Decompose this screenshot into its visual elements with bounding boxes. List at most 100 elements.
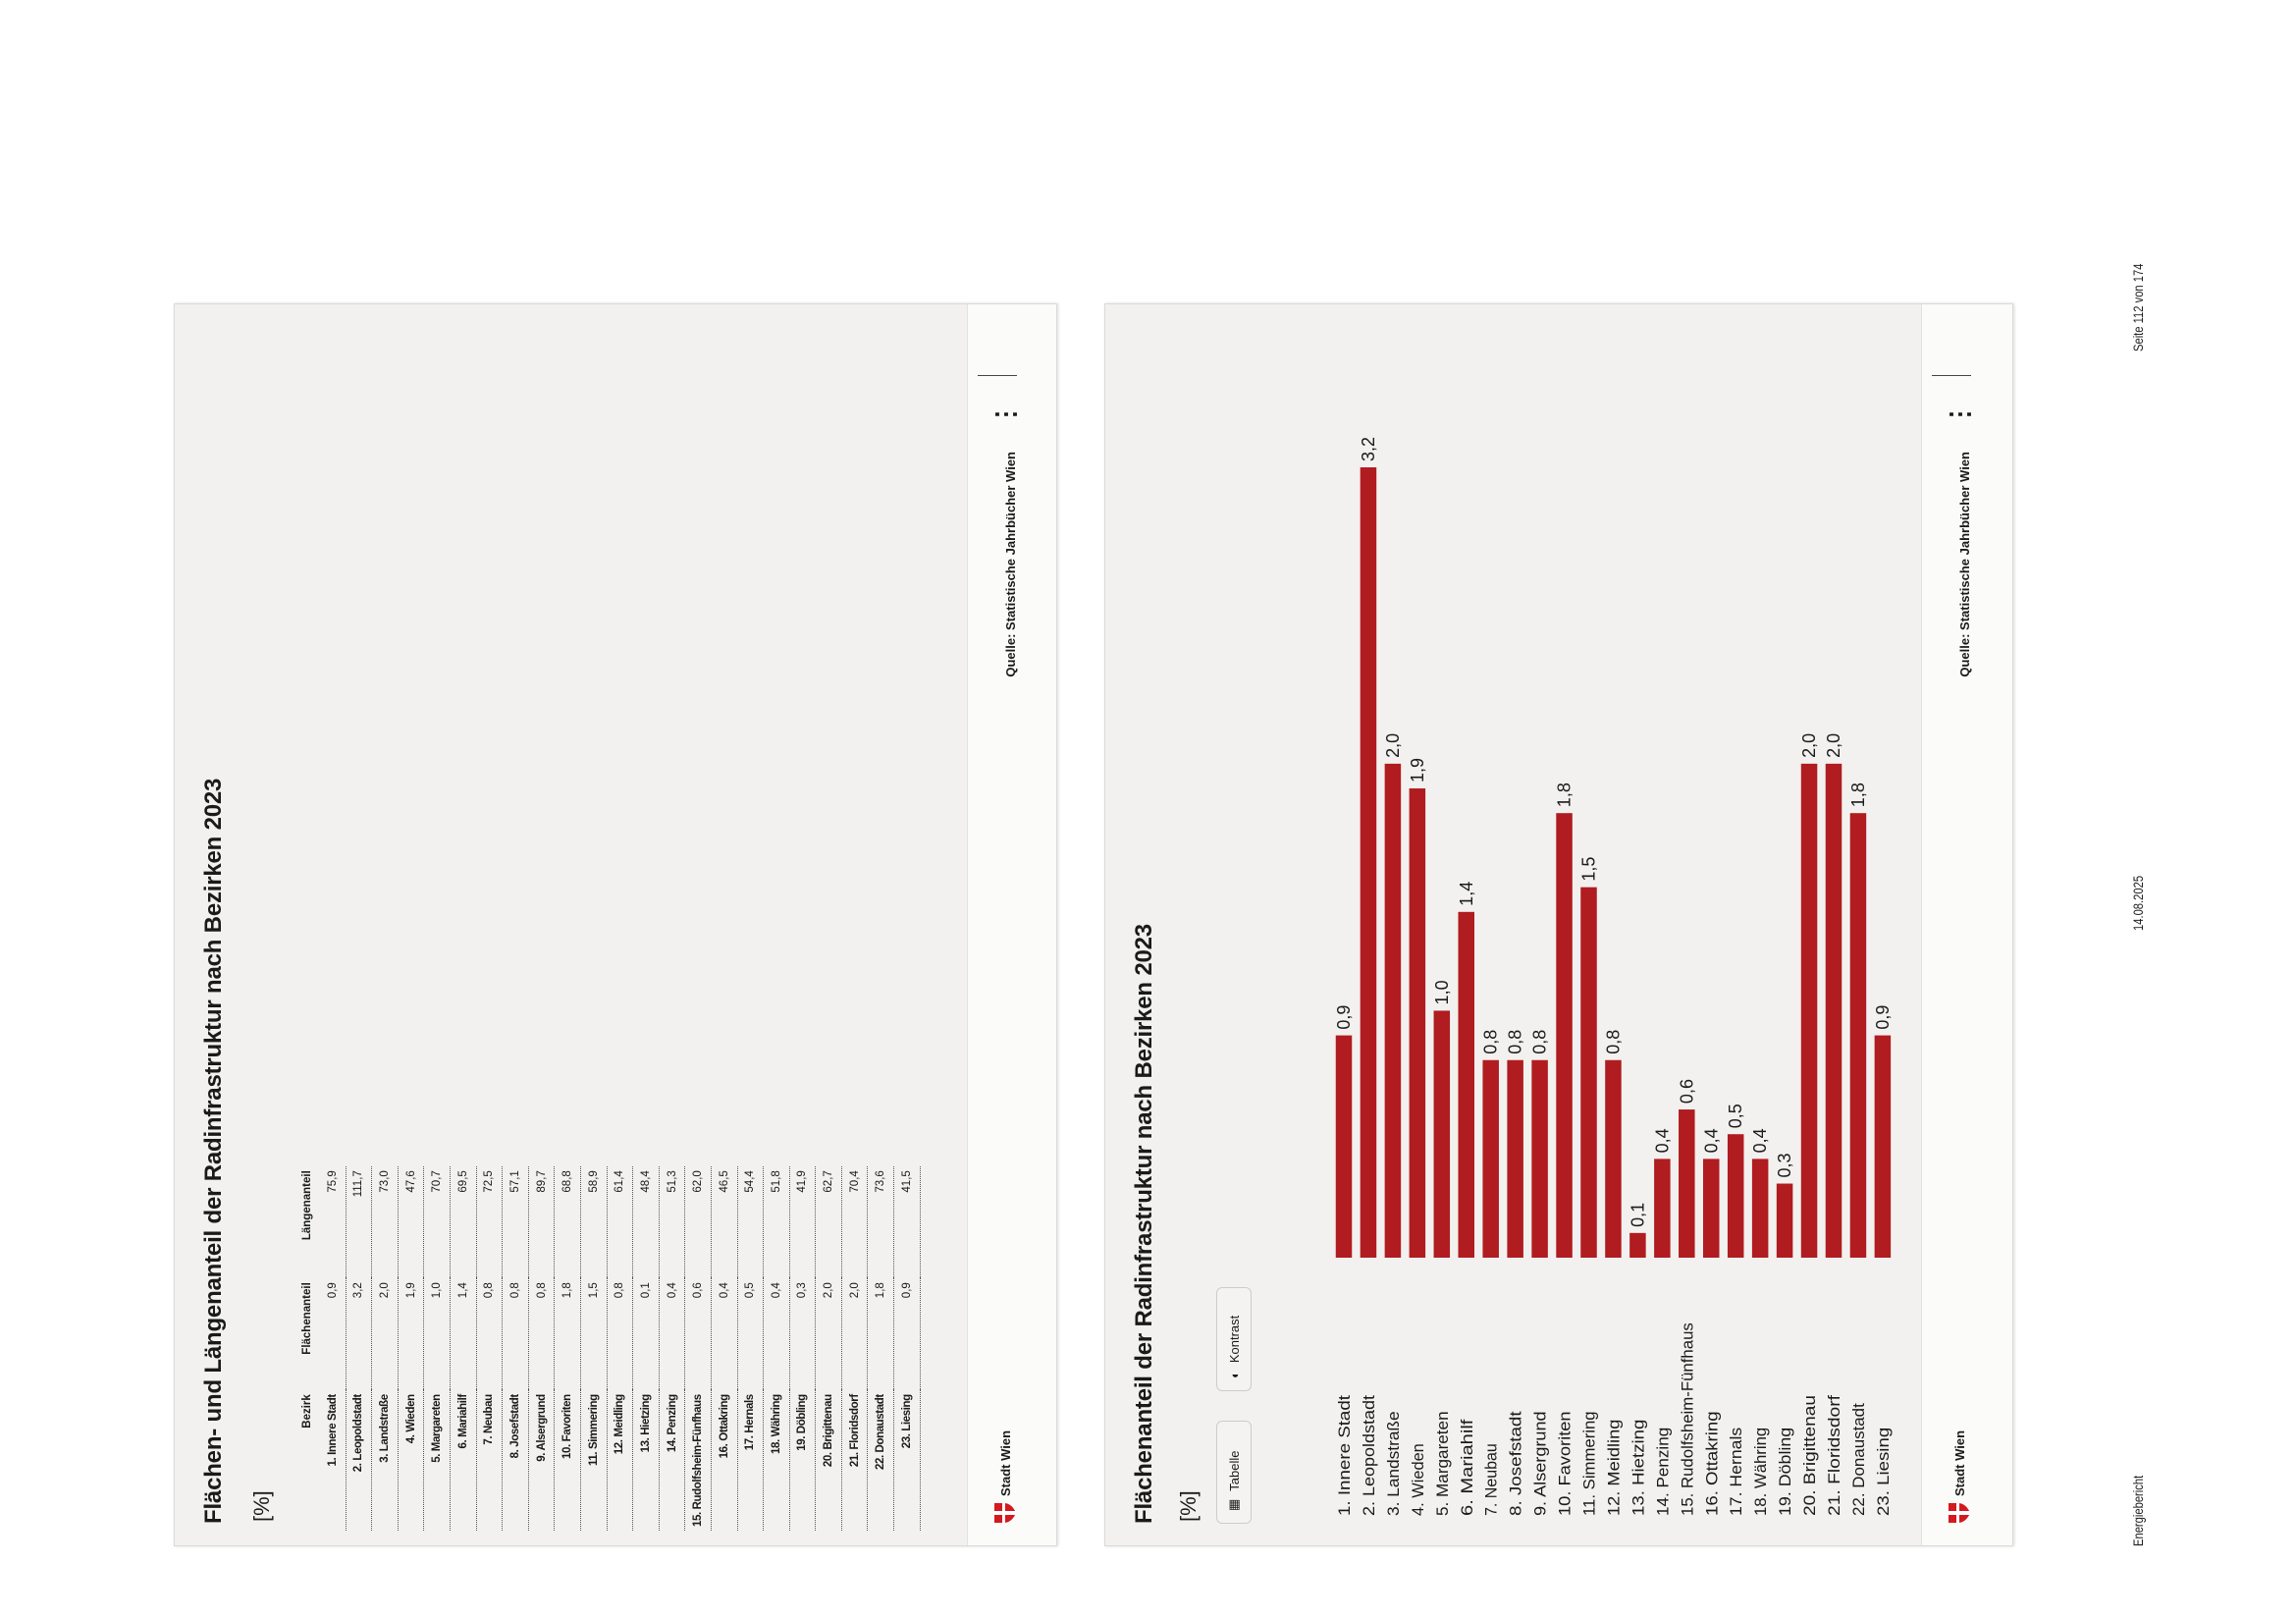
length-share-cell: 73,0 [371, 1166, 399, 1279]
district-table: Bezirk Flächenanteil Längenanteil 1. Inn… [294, 1166, 921, 1531]
bar[interactable] [1751, 1159, 1769, 1258]
table-title: Flächen- und Längenanteil der Radinfrast… [200, 778, 227, 1524]
category-label: 5. Margareten [1433, 1411, 1452, 1516]
length-share-cell: 73,6 [867, 1166, 894, 1279]
table-row: 22. Donaustadt 1,8 73,6 [867, 1166, 894, 1531]
category-label: 12. Meidling [1604, 1420, 1623, 1516]
bar[interactable] [1335, 1035, 1353, 1258]
bar[interactable] [1727, 1134, 1744, 1258]
bar[interactable] [1776, 1183, 1793, 1258]
district-cell: 4. Wieden [398, 1390, 424, 1531]
district-cell: 22. Donaustadt [867, 1390, 894, 1531]
data-label: 0,6 [1677, 1079, 1696, 1104]
length-share-cell: 41,9 [789, 1166, 816, 1279]
data-label: 0,9 [1873, 1005, 1893, 1030]
panel-footer: Stadt Wien Quelle: Statistische Jahrbüch… [1921, 304, 2012, 1545]
district-cell: 9. Alsergrund [528, 1390, 555, 1531]
source-text: Quelle: Statistische Jahrbücher Wien [1957, 452, 1972, 677]
bar[interactable] [1409, 788, 1426, 1258]
data-label: 0,4 [1750, 1128, 1770, 1153]
table-row: 14. Penzing 0,4 51,3 [659, 1166, 685, 1531]
length-share-cell: 62,7 [815, 1166, 842, 1279]
bar[interactable] [1580, 887, 1597, 1258]
bar[interactable] [1482, 1059, 1499, 1258]
data-label: 0,8 [1506, 1030, 1525, 1054]
district-cell: 8. Josefstadt [502, 1390, 529, 1531]
district-cell: 2. Leopoldstadt [346, 1390, 372, 1531]
district-cell: 18. Währing [763, 1390, 790, 1531]
area-share-cell: 0,8 [528, 1278, 555, 1391]
logo-text: Stadt Wien [997, 1429, 1013, 1496]
table-row: 15. Rudolfsheim-Fünfhaus 0,6 62,0 [684, 1166, 712, 1531]
category-label: 14. Penzing [1653, 1428, 1672, 1516]
length-share-cell: 57,1 [502, 1166, 529, 1279]
table-unit: [%] [249, 1490, 274, 1522]
bar[interactable] [1825, 763, 1842, 1258]
source-text: Quelle: Statistische Jahrbücher Wien [1003, 452, 1018, 677]
length-share-cell: 72,5 [476, 1166, 503, 1279]
length-share-cell: 68,8 [554, 1166, 581, 1279]
district-cell: 10. Favoriten [554, 1390, 581, 1531]
bar-chart: 1. Innere Stadt 0,9 2. Leopoldstadt 3,2 3. L… [1334, 437, 1893, 1516]
bar[interactable] [1654, 1159, 1671, 1258]
bar[interactable] [1849, 813, 1867, 1258]
bar[interactable] [1556, 813, 1573, 1258]
bar[interactable] [1629, 1232, 1646, 1258]
area-share-cell: 0,5 [737, 1278, 764, 1391]
footer-report-name: Energiebericht [2130, 1475, 2146, 1546]
table-row: 19. Döbling 0,3 41,9 [789, 1166, 816, 1531]
table-row: 7. Neubau 0,8 72,5 [476, 1166, 503, 1531]
column-header-flaechenanteil: Flächenanteil [301, 1282, 313, 1355]
area-share-cell: 1,5 [580, 1278, 608, 1391]
bar[interactable] [1679, 1109, 1695, 1258]
category-label: 3. Landstraße [1384, 1411, 1403, 1516]
footer-date: 14.08.2025 [2130, 875, 2146, 931]
bar[interactable] [1507, 1059, 1523, 1258]
bar[interactable] [1433, 1010, 1451, 1258]
more-icon[interactable]: ⋮ [1945, 401, 1974, 427]
district-cell: 17. Hernals [737, 1390, 764, 1531]
table-row: 12. Meidling 0,8 61,4 [607, 1166, 633, 1531]
category-label: 2. Leopoldstadt [1360, 1395, 1378, 1516]
area-share-cell: 0,3 [789, 1278, 816, 1391]
bar[interactable] [1458, 911, 1475, 1258]
bar[interactable] [1874, 1035, 1892, 1258]
chart-panel: Flächenanteil der Radinfrastruktur nach … [1104, 303, 2013, 1546]
area-share-cell: 0,8 [607, 1278, 633, 1391]
district-cell: 12. Meidling [607, 1390, 633, 1531]
category-label: 21. Floridsdorf [1825, 1395, 1843, 1516]
stadt-wien-logo: Stadt Wien [993, 1430, 1017, 1524]
data-label: 0,8 [1481, 1030, 1501, 1054]
category-label: 20. Brigittenau [1800, 1395, 1819, 1516]
divider [978, 375, 1017, 376]
table-row: 8. Josefstadt 0,8 57,1 [502, 1166, 529, 1531]
bar[interactable] [1605, 1059, 1622, 1258]
data-label: 0,3 [1775, 1154, 1794, 1178]
length-share-cell: 62,0 [684, 1166, 712, 1279]
length-share-cell: 75,9 [320, 1166, 347, 1279]
more-icon[interactable]: ⋮ [990, 401, 1020, 427]
table-row: 4. Wieden 1,9 47,6 [398, 1166, 424, 1531]
data-label: 0,4 [1652, 1128, 1672, 1153]
bar[interactable] [1531, 1059, 1548, 1258]
data-label: 3,2 [1359, 437, 1378, 461]
area-share-cell: 2,0 [815, 1278, 842, 1391]
table-row: 6. Mariahilf 1,4 69,5 [450, 1166, 477, 1531]
bar[interactable] [1703, 1159, 1720, 1258]
category-label: 16. Ottakring [1702, 1411, 1721, 1516]
length-share-cell: 48,4 [632, 1166, 660, 1279]
bar[interactable] [1800, 763, 1818, 1258]
logo-text: Stadt Wien [1951, 1429, 1967, 1496]
data-label: 2,0 [1824, 733, 1843, 758]
data-label: 1,4 [1457, 882, 1476, 906]
length-share-cell: 69,5 [450, 1166, 477, 1279]
bar[interactable] [1360, 467, 1377, 1258]
category-label: 4. Wieden [1409, 1443, 1427, 1516]
table-row: 9. Alsergrund 0,8 89,7 [528, 1166, 555, 1531]
data-label: 2,0 [1383, 733, 1403, 758]
category-label: 23. Liesing [1874, 1428, 1893, 1516]
district-cell: 19. Döbling [789, 1390, 816, 1531]
table-panel: Flächen- und Längenanteil der Radinfrast… [174, 303, 1057, 1546]
bar[interactable] [1384, 763, 1402, 1258]
table-row: 23. Liesing 0,9 41,5 [893, 1166, 921, 1531]
